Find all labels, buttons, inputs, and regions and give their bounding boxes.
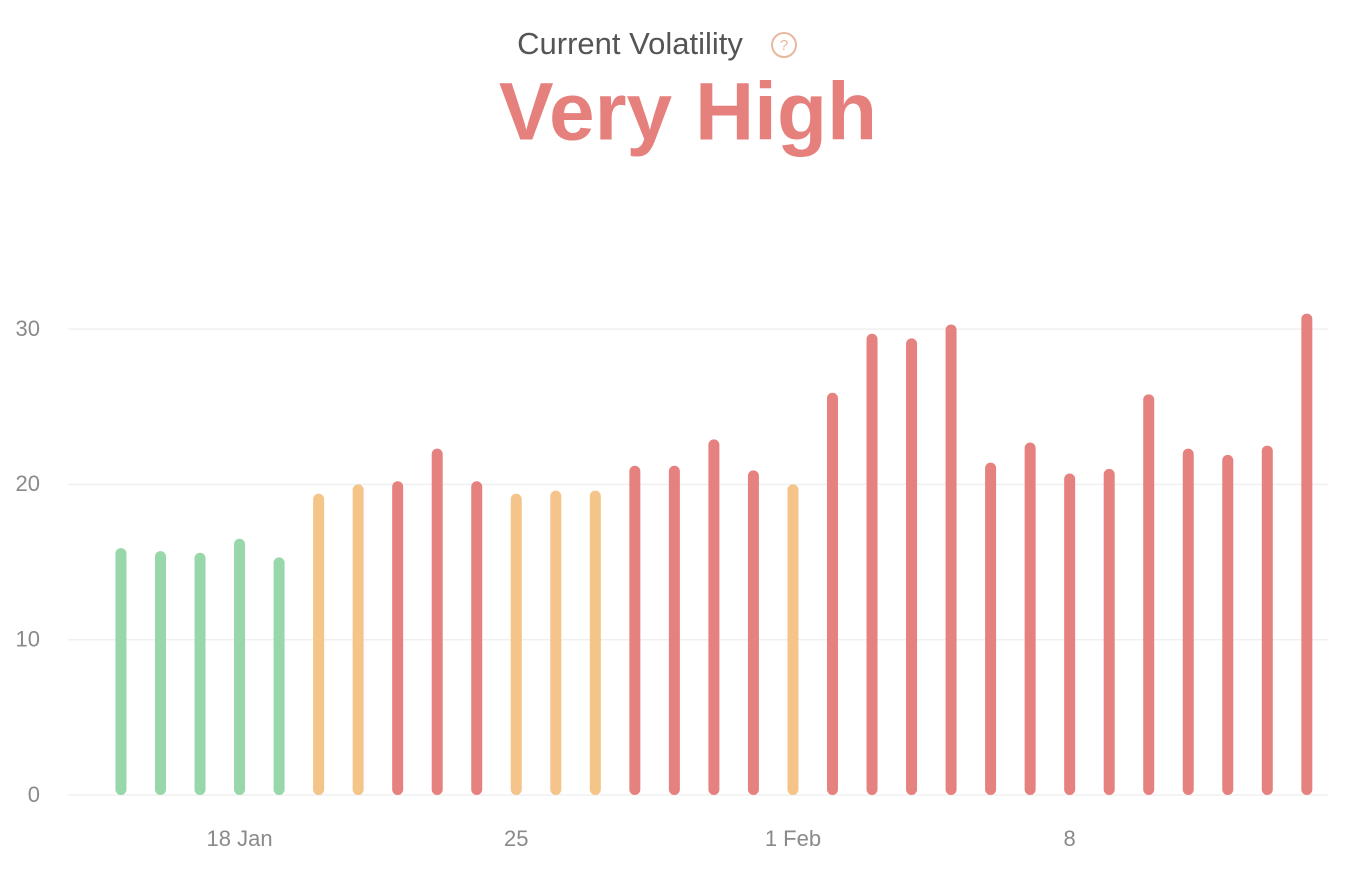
bar [906,338,918,795]
bar [985,462,997,795]
volatility-level: Very High [499,67,877,158]
bar [629,465,641,795]
bar [708,439,720,795]
bar [668,465,680,795]
bar [392,481,404,795]
x-tick-label: 8 [1064,826,1076,851]
bar [154,551,166,795]
bar [1222,454,1234,795]
bar [1143,394,1155,795]
bar [1261,445,1273,795]
x-tick-label: 25 [504,826,528,851]
bar [510,493,522,795]
bar [115,548,127,795]
bar [431,448,443,795]
bar [589,490,601,795]
bar [471,481,483,795]
bar [1103,468,1115,795]
bar [1064,473,1076,795]
help-icon-circle[interactable] [771,32,797,58]
bar [1024,442,1036,795]
help-icon[interactable]: ? [780,37,788,54]
bar [747,470,759,795]
y-tick-label: 0 [28,782,40,807]
x-tick-label: 1 Feb [765,826,821,851]
chart-title: Current Volatility [517,26,743,61]
bar [787,484,799,795]
bar [313,493,325,795]
y-tick-label: 20 [16,471,40,496]
y-tick-label: 30 [16,316,40,341]
bar [945,324,957,795]
bar [826,392,838,795]
x-tick-label: 18 Jan [207,826,273,851]
bar [1301,313,1313,795]
bar [352,484,364,795]
bar [866,333,878,795]
bar [194,552,206,795]
bar [1182,448,1194,795]
y-tick-label: 10 [16,627,40,652]
bar [234,538,246,795]
bar [550,490,562,795]
bar [273,557,285,795]
